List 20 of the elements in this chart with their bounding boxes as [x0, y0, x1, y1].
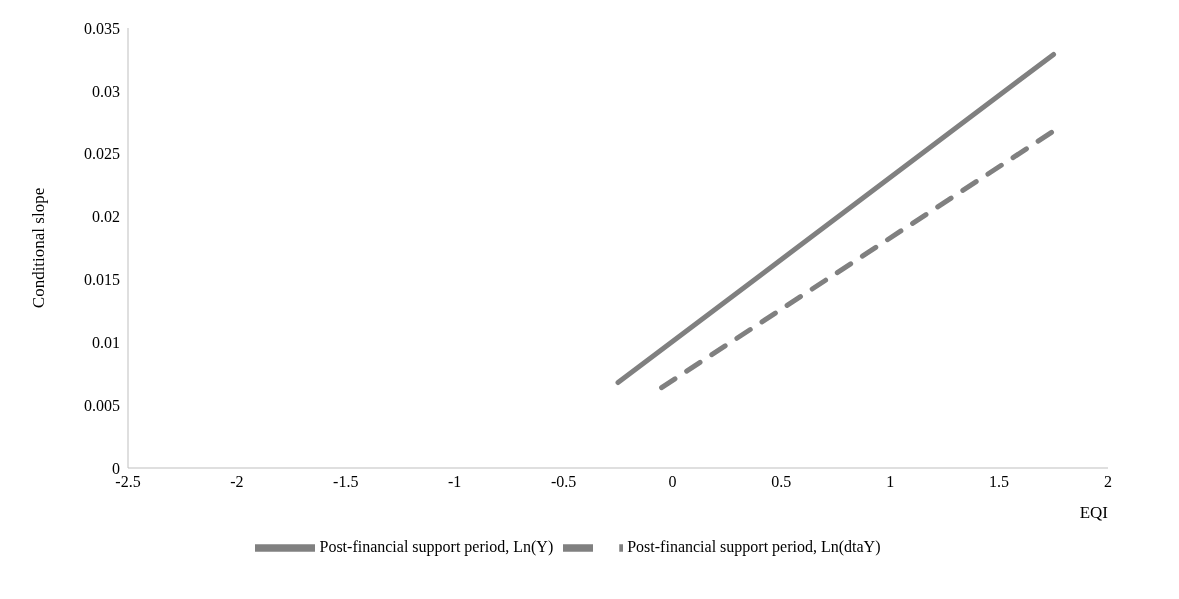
x-tick-label: -0.5 — [550, 473, 577, 491]
y-tick-label: 0.02 — [92, 208, 120, 226]
y-tick-label: 0.03 — [92, 82, 120, 100]
y-tick-label: 0.015 — [84, 271, 120, 289]
x-tick-label: 1.5 — [989, 473, 1010, 491]
y-tick-label: 0.035 — [84, 19, 120, 37]
y-tick-label: 0.005 — [84, 396, 120, 414]
x-tick-label: 0.5 — [771, 473, 792, 491]
x-tick-label: -1.5 — [333, 473, 359, 491]
x-tick-label: 0 — [668, 473, 677, 491]
legend-label: Post-financial support period, Ln(Y) — [319, 537, 554, 555]
x-tick-label: -1 — [448, 473, 462, 491]
y-tick-label: 0.025 — [84, 145, 120, 163]
y-tick-label: 0.01 — [92, 333, 120, 351]
x-tick-label: 2 — [1104, 473, 1112, 491]
legend-label: Post-financial support period, Ln(dtaY) — [627, 537, 881, 555]
x-tick-label: -2 — [230, 473, 244, 491]
x-tick-label: 1 — [886, 473, 895, 491]
y-axis-title: Conditional slope — [29, 187, 49, 309]
x-axis-title: EQI — [1079, 503, 1109, 522]
